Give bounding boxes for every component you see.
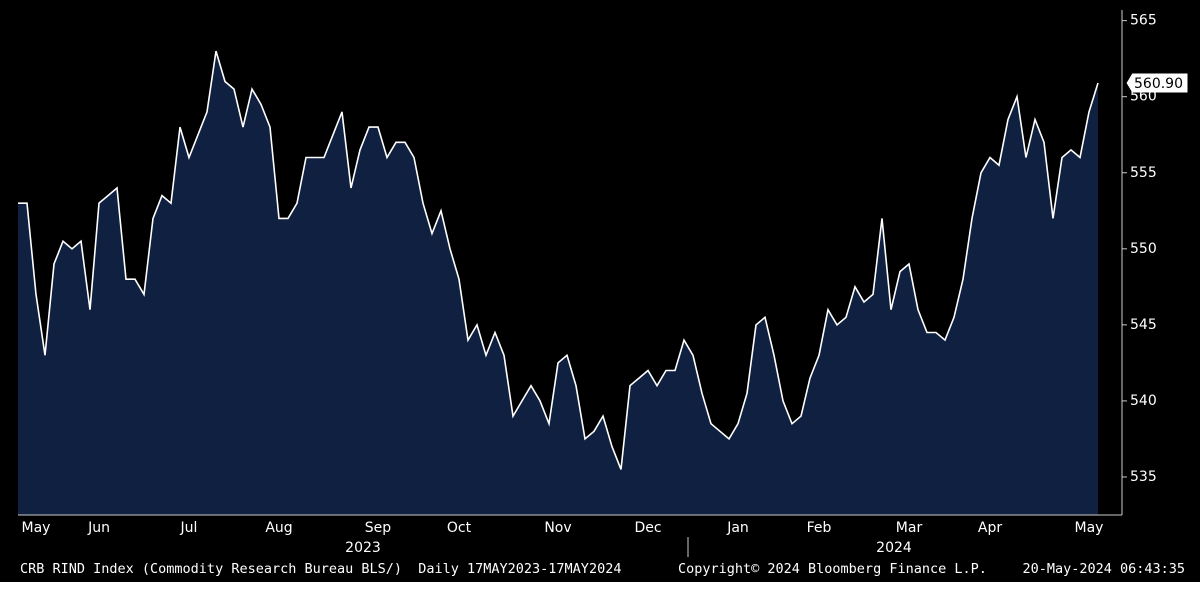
value-label-box (1125, 72, 1189, 94)
x-tick-label: Dec (634, 520, 661, 536)
x-tick-label: Apr (978, 520, 1002, 536)
x-tick-label: Aug (265, 520, 292, 536)
footer-timestamp: 20-May-2024 06:43:35 (1022, 561, 1185, 577)
x-tick-label: Mar (896, 520, 923, 536)
y-tick-label: 545 (1130, 317, 1157, 333)
line (18, 50, 1099, 470)
x-tick-label: Oct (447, 520, 472, 536)
y-tick-label: 560 (1130, 89, 1157, 105)
area (18, 51, 1098, 515)
x-tick-label: Jun (87, 520, 110, 536)
x-tick-label: May (1075, 520, 1104, 536)
y-tick-label: 565 (1130, 13, 1157, 29)
y-tick-label: 550 (1130, 241, 1157, 257)
y-tick-label: 540 (1130, 393, 1157, 409)
x-tick-label: Nov (544, 520, 571, 536)
x-tick-label: Feb (807, 520, 832, 536)
value-label: 560.90 (1134, 76, 1183, 92)
footer-copyright: Copyright© 2024 Bloomberg Finance L.P. (678, 561, 987, 577)
x-tick-label: Sep (365, 520, 392, 536)
x-tick-label: Jul (180, 520, 198, 536)
footer-description: CRB RIND Index (Commodity Research Burea… (20, 561, 621, 577)
year-label: 2023 (345, 540, 381, 556)
year-label: 2024 (876, 540, 912, 556)
y-tick-label: 535 (1130, 469, 1157, 485)
y-tick-label: 555 (1130, 165, 1157, 181)
x-tick-label: Jan (726, 520, 749, 536)
x-tick-label: May (22, 520, 51, 536)
